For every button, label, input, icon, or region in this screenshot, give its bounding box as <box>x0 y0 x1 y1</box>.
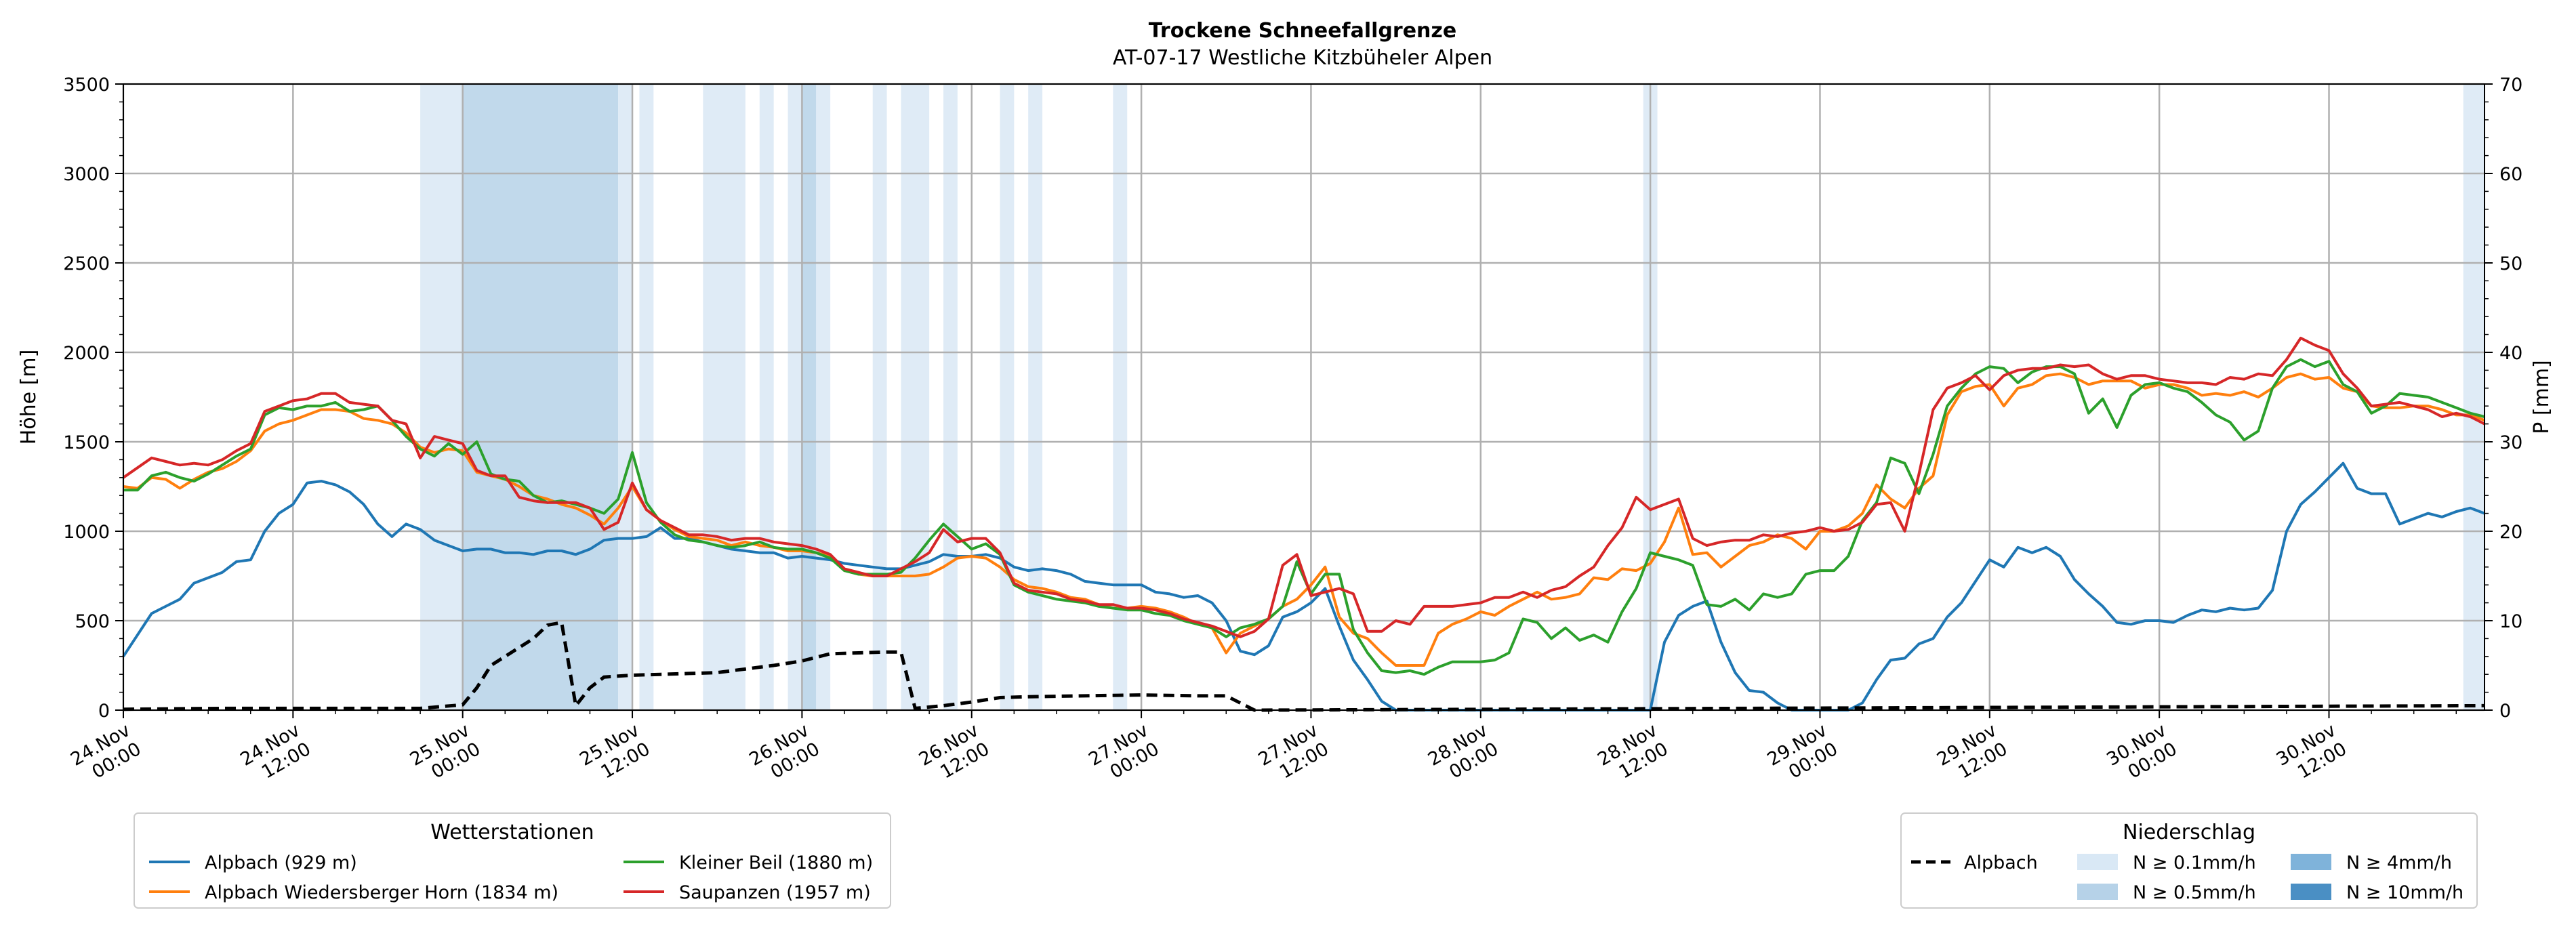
precip-shade-5 <box>759 84 774 710</box>
chart-subtitle: AT-07-17 Westliche Kitzbüheler Alpen <box>1113 46 1492 70</box>
y2-tick-label-0: 0 <box>2499 701 2511 722</box>
y-tick-label-0: 0 <box>98 701 110 722</box>
precip-shade-10 <box>901 84 930 710</box>
precip-shade-12 <box>1000 84 1015 710</box>
precip-shade-0 <box>420 84 463 710</box>
legend-stations-title: Wetterstationen <box>430 821 594 844</box>
y-tick-label-1: 500 <box>75 611 110 632</box>
legend-precip: Niederschlag Alpbach N ≥ 0.1mm/h N ≥ 0.5m… <box>1900 812 2478 909</box>
legend-level-label-0: N ≥ 0.1mm/h <box>2133 852 2256 873</box>
legend-stations: Wetterstationen Alpbach (929 m) Alpbach W… <box>134 812 891 909</box>
legend-level-swatch-0 <box>2077 854 2118 870</box>
precip-line <box>123 620 2485 712</box>
y2-tick-label-7: 70 <box>2499 75 2522 96</box>
precip-shade-13 <box>1028 84 1043 710</box>
legend-level-swatch-1 <box>2077 884 2118 900</box>
legend-label-0: Alpbach (929 m) <box>205 852 357 873</box>
chart-title: Trockene Schneefallgrenze <box>1149 19 1456 43</box>
y2-tick-label-4: 40 <box>2499 343 2522 364</box>
y2-axis-label: P [mm] <box>2530 360 2554 434</box>
precip-shade-11 <box>943 84 958 710</box>
precip-shade-1 <box>462 84 619 710</box>
y2-tick-label-1: 10 <box>2499 611 2522 632</box>
precip-shade-16 <box>2463 84 2485 710</box>
precip-shade-6 <box>788 84 802 710</box>
y-tick-label-5: 2500 <box>63 253 110 274</box>
y-tick-label-4: 2000 <box>63 343 110 364</box>
y2-tick-label-3: 30 <box>2499 432 2522 453</box>
y-axis-label: Höhe [m] <box>17 350 41 445</box>
precip-line-group <box>123 620 2485 712</box>
legend-level-swatch-3 <box>2291 884 2331 900</box>
precip-shade-4 <box>703 84 745 710</box>
y-tick-label-6: 3000 <box>63 164 110 185</box>
y2-tick-label-6: 60 <box>2499 164 2522 185</box>
plot-frame <box>123 83 2485 711</box>
legend-label-2: Kleiner Beil (1880 m) <box>679 852 873 873</box>
legend-stations-entries: Alpbach (929 m) Alpbach Wiedersberger Hor… <box>149 852 873 903</box>
series-lines <box>122 336 2485 711</box>
series-line-0 <box>122 461 2485 711</box>
legend-precip-levels: N ≥ 0.1mm/h N ≥ 0.5mm/h N ≥ 4mm/h N ≥ 10mm/… <box>2077 852 2463 903</box>
legend-level-swatch-2 <box>2291 854 2331 870</box>
precip-shade-8 <box>816 84 831 710</box>
series-line-1 <box>123 372 2485 667</box>
precip-shade-2 <box>618 84 633 710</box>
y2-tick-label-2: 20 <box>2499 522 2522 543</box>
y-tick-label-3: 1500 <box>63 432 110 453</box>
legend-precip-title: Niederschlag <box>2123 821 2255 844</box>
legend-level-label-2: N ≥ 4mm/h <box>2346 852 2452 873</box>
y-axis-left: 0 500 1000 1500 2000 2500 3000 3500 <box>63 75 123 722</box>
series-line-3 <box>122 336 2485 638</box>
y-tick-label-7: 3500 <box>63 75 110 96</box>
legend-precip-frame <box>1900 812 2478 909</box>
y-tick-label-2: 1000 <box>63 522 110 543</box>
legend-stations-frame <box>134 812 891 909</box>
legend-label-1: Alpbach Wiedersberger Horn (1834 m) <box>205 882 558 903</box>
grid-lines <box>122 83 2485 711</box>
precip-shade-14 <box>1113 84 1128 710</box>
legend-precip-line-label: Alpbach <box>1964 852 2038 873</box>
legend-level-label-1: N ≥ 0.5mm/h <box>2133 882 2256 903</box>
precip-shade-9 <box>872 84 887 710</box>
precip-shade-3 <box>639 84 654 710</box>
precip-shade-7 <box>802 84 817 710</box>
legend-label-3: Saupanzen (1957 m) <box>679 882 871 903</box>
y2-tick-label-5: 50 <box>2499 253 2522 274</box>
legend-level-label-3: N ≥ 10mm/h <box>2346 882 2463 903</box>
y-axis-right: 0 10 20 30 40 50 60 70 <box>2485 75 2522 722</box>
